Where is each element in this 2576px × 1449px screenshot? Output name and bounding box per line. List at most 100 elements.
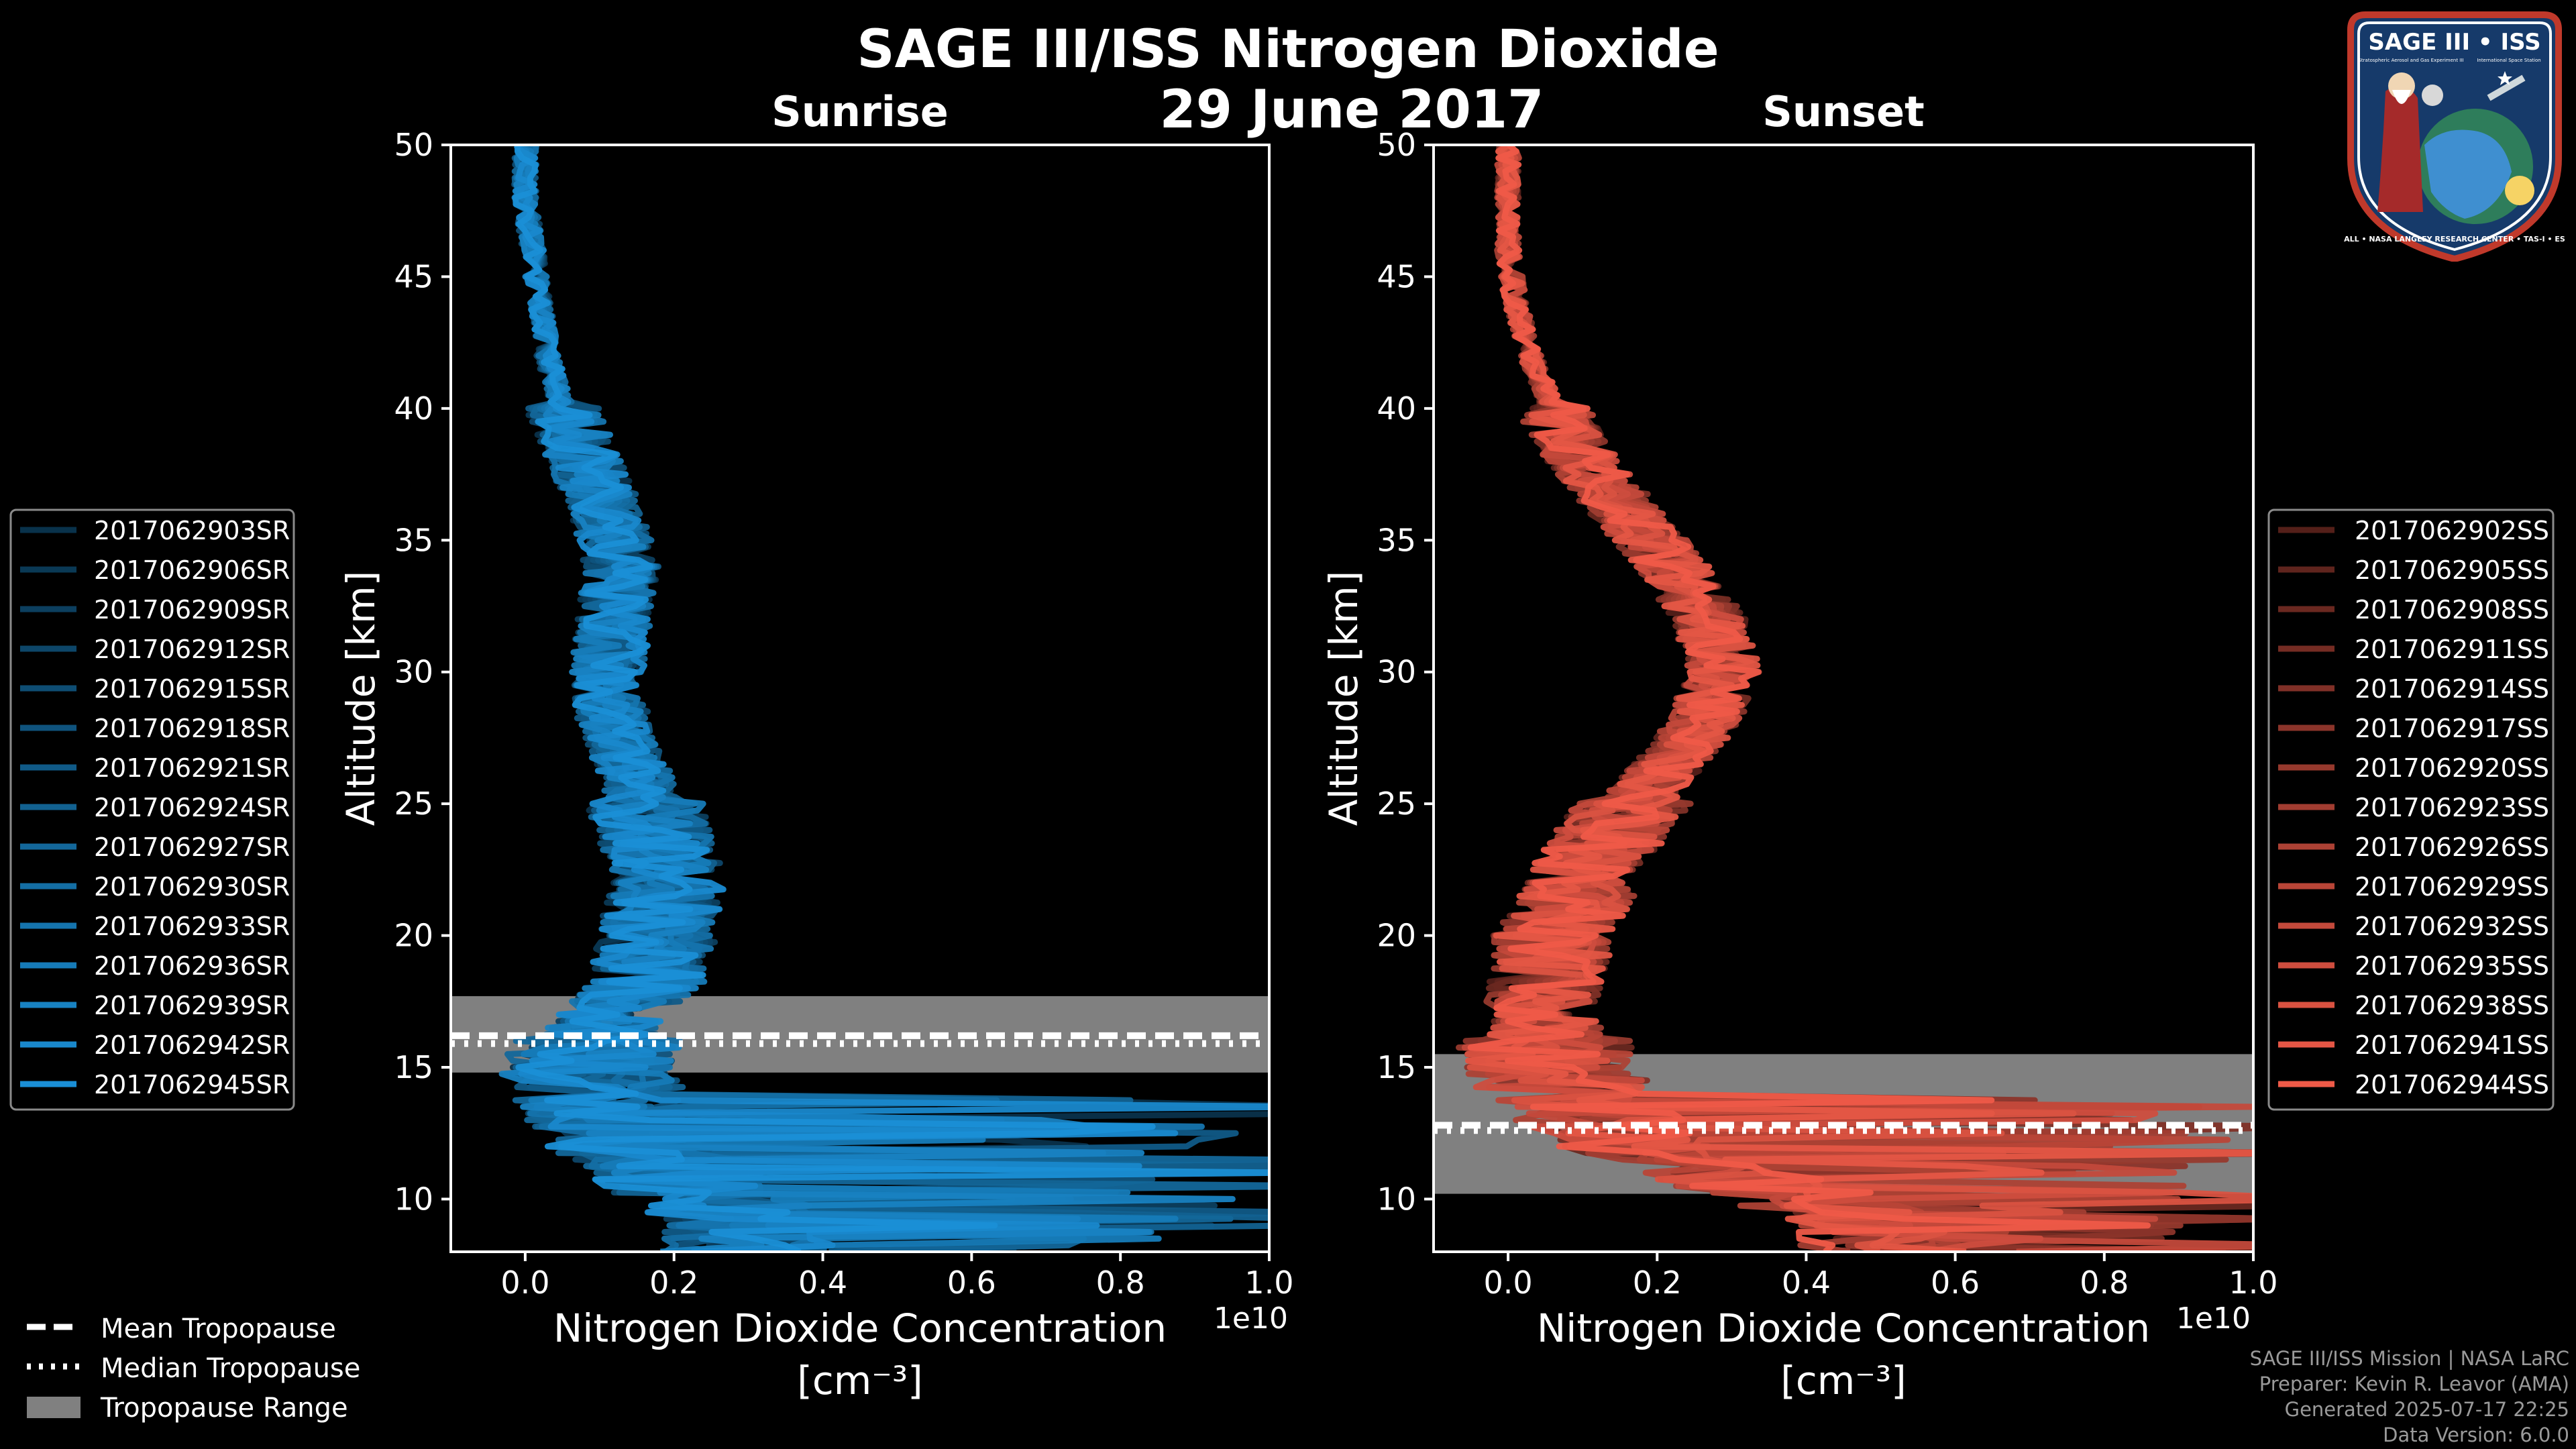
logo-sun xyxy=(2505,176,2534,205)
profile-line-2017062944SS xyxy=(1467,145,2151,1252)
logo-name: SAGE III • ISS xyxy=(2368,29,2540,56)
sunrise-y-ticks: 10 15 20 25 30 35 40 45 50 xyxy=(394,127,451,1217)
mean-tropopause-label: Mean Tropopause xyxy=(101,1313,336,1344)
x-tick-label: 1.0 xyxy=(1244,1265,1293,1301)
footer-data-version: Data Version: 6.0.0 xyxy=(2383,1424,2569,1446)
legend-label: 2017062912SR xyxy=(94,635,290,664)
legend-label: 2017062914SS xyxy=(2355,674,2549,704)
sunset-x-axis-unit: [cm⁻³] xyxy=(1780,1358,1907,1403)
y-tick-label: 50 xyxy=(1377,127,1416,163)
legend-label: 2017062917SS xyxy=(2355,714,2549,743)
legend-label: 2017062935SS xyxy=(2355,951,2549,981)
y-tick-label: 50 xyxy=(394,127,433,163)
x-tick-label: 0.4 xyxy=(1782,1265,1831,1301)
logo-space-station xyxy=(2487,74,2526,101)
sunset-x-ticks: 0.0 0.2 0.4 0.6 0.8 1.0 xyxy=(1484,1252,2278,1301)
y-tick-label: 45 xyxy=(394,258,433,294)
tropopause-range-swatch xyxy=(27,1397,80,1418)
y-tick-label: 25 xyxy=(394,786,433,822)
x-tick-label: 0.6 xyxy=(1931,1265,1980,1301)
y-tick-label: 30 xyxy=(1377,654,1416,690)
logo-ring-text: BALL • NASA LANGLEY RESEARCH CENTER • TA… xyxy=(2344,235,2565,244)
legend-label: 2017062932SS xyxy=(2355,912,2549,941)
legend-label: 2017062923SS xyxy=(2355,793,2549,822)
sage-mission-logo: SAGE III • ISS Stratospheric Aerosol and… xyxy=(2344,11,2565,262)
logo-subtitle-right: International Space Station xyxy=(2477,58,2540,63)
legend-label: 2017062906SR xyxy=(94,555,290,585)
y-tick-label: 40 xyxy=(1377,390,1416,427)
sunrise-profiles xyxy=(498,145,1269,1252)
legend-label: 2017062941SS xyxy=(2355,1030,2549,1060)
legend-label: 2017062920SS xyxy=(2355,753,2549,783)
legend-label: 2017062918SR xyxy=(94,714,290,743)
sunset-plot-frame xyxy=(1432,144,2255,1253)
logo-subtitle-left: Stratospheric Aerosol and Gas Experiment… xyxy=(2358,58,2463,63)
sunset-legend: 2017062902SS 2017062905SS 2017062908SS 2017… xyxy=(2267,508,2555,1111)
x-tick-label: 0.2 xyxy=(649,1265,698,1301)
logo-moon xyxy=(2422,85,2443,106)
sunrise-legend-entries: 2017062903SR 2017062906SR 2017062909SR 2017… xyxy=(20,516,290,1099)
legend-label: 2017062936SR xyxy=(94,951,290,981)
sunrise-legend: 2017062903SR 2017062906SR 2017062909SR 2017… xyxy=(9,508,295,1111)
legend-label: 2017062903SR xyxy=(94,516,290,545)
x-tick-label: 0.6 xyxy=(947,1265,996,1301)
profile-line-2017062941SS xyxy=(1465,145,2253,1252)
logo-inner-ring xyxy=(2357,21,2552,252)
logo-stars xyxy=(2498,71,2512,85)
legend-label: 2017062911SS xyxy=(2355,635,2549,664)
sunset-x-offset-label: 1e10 xyxy=(2176,1301,2251,1336)
legend-label: 2017062921SR xyxy=(94,753,290,783)
sunset-x-axis-label: Nitrogen Dioxide Concentration xyxy=(1537,1305,2150,1351)
sunrise-y-axis-label: Altitude [km] xyxy=(338,571,384,826)
logo-astronomer-figure xyxy=(2377,86,2423,212)
legend-label: 2017062929SS xyxy=(2355,872,2549,902)
y-tick-label: 20 xyxy=(1377,918,1416,954)
legend-label: 2017062942SR xyxy=(94,1030,290,1060)
footer-credits: SAGE III/ISS Mission | NASA LaRC Prepare… xyxy=(2250,1346,2569,1448)
sunrise-panel-title: Sunrise xyxy=(771,87,949,136)
legend-label: 2017062927SR xyxy=(94,833,290,862)
x-tick-label: 0.0 xyxy=(1484,1265,1533,1301)
x-tick-label: 0.8 xyxy=(2080,1265,2129,1301)
y-tick-label: 35 xyxy=(394,522,433,558)
y-tick-label: 10 xyxy=(1377,1181,1416,1217)
sunrise-plot-frame xyxy=(449,144,1271,1253)
x-tick-label: 0.0 xyxy=(500,1265,549,1301)
footer-generated: Generated 2025-07-17 22:25 xyxy=(2284,1398,2569,1421)
sunset-y-ticks: 10 15 20 25 30 35 40 45 50 xyxy=(1377,127,1434,1217)
y-tick-label: 10 xyxy=(394,1181,433,1217)
figure-title: SAGE III/ISS Nitrogen Dioxide xyxy=(857,19,1719,80)
y-tick-label: 30 xyxy=(394,654,433,690)
x-tick-label: 1.0 xyxy=(2229,1265,2277,1301)
legend-label: 2017062930SR xyxy=(94,872,290,902)
legend-label: 2017062926SS xyxy=(2355,833,2549,862)
tropopause-legend: Mean Tropopause Median Tropopause Tropop… xyxy=(27,1313,360,1424)
y-tick-label: 35 xyxy=(1377,522,1416,558)
legend-label: 2017062944SS xyxy=(2355,1070,2549,1099)
y-tick-label: 15 xyxy=(394,1049,433,1085)
figure-date: 29 June 2017 xyxy=(1160,80,1544,140)
sunset-legend-box xyxy=(2267,508,2555,1111)
x-tick-label: 0.8 xyxy=(1096,1265,1145,1301)
legend-label: 2017062902SS xyxy=(2355,516,2549,545)
profile-line-2017062945SR xyxy=(512,145,1269,1252)
sunrise-legend-box xyxy=(9,508,295,1111)
x-tick-label: 0.4 xyxy=(798,1265,847,1301)
legend-label: 2017062909SR xyxy=(94,595,290,625)
profile-line-2017062942SR xyxy=(512,145,1269,1252)
legend-label: 2017062905SS xyxy=(2355,555,2549,585)
sunrise-x-axis-label: Nitrogen Dioxide Concentration xyxy=(553,1305,1167,1351)
legend-label: 2017062908SS xyxy=(2355,595,2549,625)
legend-label: 2017062924SR xyxy=(94,793,290,822)
footer-mission: SAGE III/ISS Mission | NASA LaRC xyxy=(2249,1347,2569,1370)
tropopause-range-label: Tropopause Range xyxy=(100,1393,348,1424)
sunrise-x-axis-unit: [cm⁻³] xyxy=(797,1358,923,1403)
legend-label: 2017062933SR xyxy=(94,912,290,941)
sunset-y-axis-label: Altitude [km] xyxy=(1321,571,1366,826)
legend-label: 2017062938SS xyxy=(2355,991,2549,1020)
footer-preparer: Preparer: Kevin R. Leavor (AMA) xyxy=(2259,1373,2569,1395)
y-tick-label: 25 xyxy=(1377,786,1416,822)
